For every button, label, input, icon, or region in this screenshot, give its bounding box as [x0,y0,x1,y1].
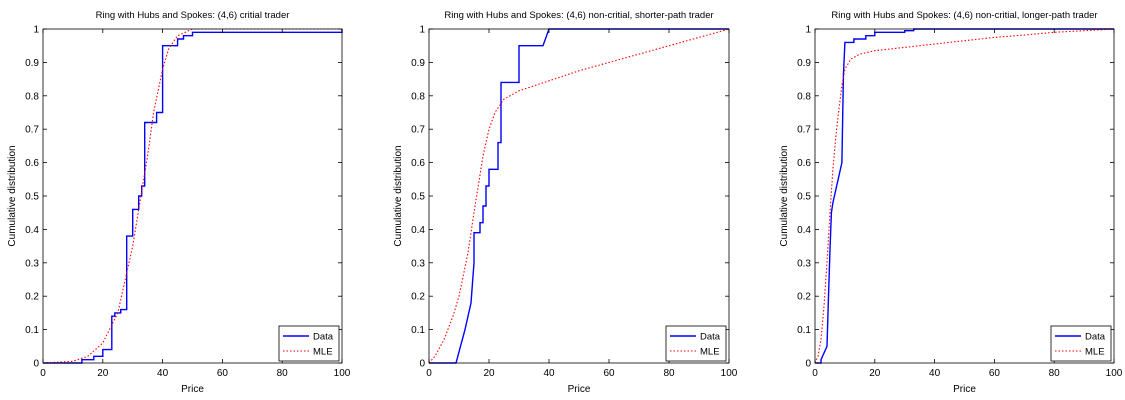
y-tick-label: 0.6 [411,158,425,169]
y-tick-label: 0.5 [797,192,811,203]
legend-label-data: Data [700,332,721,343]
x-tick-label: 60 [989,368,1001,379]
series-line-mle [428,28,730,364]
legend-label-data: Data [313,332,334,343]
x-tick-label: 80 [663,368,675,379]
series-line-mle [42,28,342,364]
x-tick-label: 20 [483,368,495,379]
x-axis-label: Price [953,384,976,395]
x-tick-label: 0 [40,368,46,379]
plot-frame [42,28,343,364]
chart-panel-2: Ring with Hubs and Spokes: (4,6) non-cri… [393,10,738,395]
y-tick-label: 0.8 [25,91,39,102]
x-tick-label: 60 [217,368,229,379]
y-tick-label: 0.6 [797,158,811,169]
y-tick-label: 0.8 [797,91,811,102]
y-tick-label: 0 [805,359,811,370]
y-tick-label: 0.6 [25,158,39,169]
series-line-mle [814,28,1115,364]
x-tick-label: 20 [869,368,881,379]
y-tick-label: 0.9 [411,58,425,69]
chart-panel-3: Ring with Hubs and Spokes: (4,6) non-cri… [779,10,1123,395]
y-tick-label: 0.5 [25,192,39,203]
y-tick-label: 0.8 [411,91,425,102]
y-tick-label: 1 [805,25,811,36]
y-tick-label: 0.2 [25,292,39,303]
chart-title: Ring with Hubs and Spokes: (4,6) non-cri… [831,10,1097,21]
x-tick-label: 40 [929,368,941,379]
y-tick-label: 0.1 [25,325,39,336]
chart-panel-1: Ring with Hubs and Spokes: (4,6) critial… [7,10,351,395]
legend-box [278,325,340,362]
x-tick-label: 0 [812,368,818,379]
legend: Data MLE [665,325,727,362]
x-tick-label: 80 [1049,368,1061,379]
y-tick-label: 1 [33,25,39,36]
plot-frame [428,28,730,364]
x-tick-label: 80 [277,368,289,379]
x-tick-label: 60 [603,368,615,379]
series-line-data [43,29,343,364]
plot-frame [814,28,1115,364]
x-tick-label: 40 [157,368,169,379]
y-axis-label: Cumulative distribution [393,145,404,246]
y-tick-label: 0.3 [411,258,425,269]
y-tick-label: 0.4 [797,225,811,236]
y-tick-label: 0.9 [797,58,811,69]
x-tick-label: 100 [1106,368,1123,379]
legend: Data MLE [1050,325,1112,362]
x-tick-label: 100 [721,368,738,379]
legend-label-mle: MLE [1085,347,1105,358]
legend-box [665,325,727,362]
y-axis-label: Cumulative distribution [7,145,18,246]
x-tick-label: 20 [97,368,109,379]
x-tick-label: 40 [543,368,555,379]
y-tick-label: 0.2 [797,292,811,303]
series-line-data [815,28,1114,364]
y-tick-label: 0.3 [797,258,811,269]
y-tick-label: 0.3 [25,258,39,269]
y-tick-label: 0.2 [411,292,425,303]
y-tick-label: 0.7 [25,125,39,136]
legend-label-data: Data [1085,332,1106,343]
series-line-data [429,28,729,364]
x-axis-label: Price [568,384,591,395]
y-tick-label: 0 [419,359,425,370]
chart-title: Ring with Hubs and Spokes: (4,6) critial… [96,10,290,21]
chart-title: Ring with Hubs and Spokes: (4,6) non-cri… [444,10,713,21]
x-axis-label: Price [181,384,204,395]
legend-label-mle: MLE [313,347,333,358]
y-tick-label: 0 [33,359,39,370]
y-tick-label: 0.1 [411,325,425,336]
legend: Data MLE [278,325,340,362]
x-tick-label: 0 [426,368,432,379]
y-tick-label: 0.5 [411,192,425,203]
y-tick-label: 0.7 [797,125,811,136]
y-tick-label: 0.9 [25,58,39,69]
y-tick-label: 0.4 [411,225,425,236]
y-tick-label: 0.1 [797,325,811,336]
y-tick-label: 0.7 [411,125,425,136]
legend-box [1050,325,1112,362]
x-tick-label: 100 [334,368,351,379]
y-tick-label: 1 [419,25,425,36]
legend-label-mle: MLE [700,347,720,358]
y-axis-label: Cumulative distribution [779,145,790,246]
y-tick-label: 0.4 [25,225,39,236]
